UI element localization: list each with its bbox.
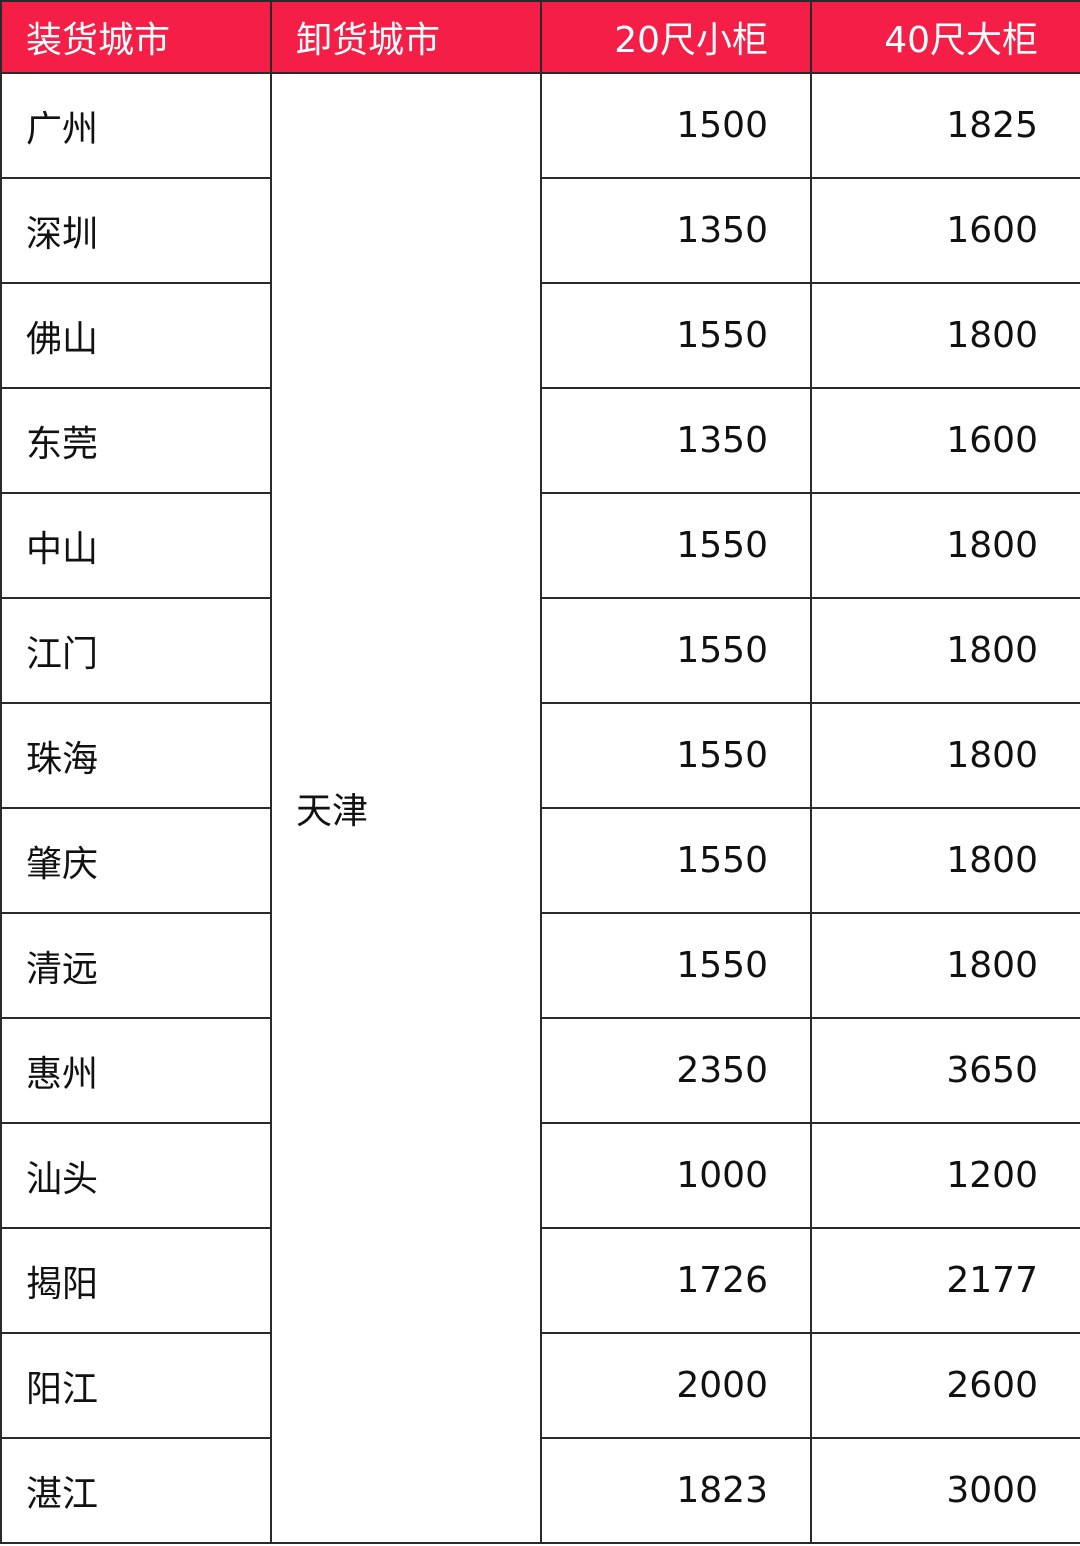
price-40ft-cell: 1800 xyxy=(810,492,1080,599)
table-row: 肇庆 1550 1800 xyxy=(0,807,1080,914)
price-40ft-cell: 1800 xyxy=(810,282,1080,389)
origin-city-cell: 佛山 xyxy=(0,282,272,389)
table-row: 珠海 1550 1800 xyxy=(0,702,1080,809)
price-40ft-cell: 1600 xyxy=(810,387,1080,494)
price-40ft-cell: 3000 xyxy=(810,1437,1080,1544)
price-40ft-cell: 1800 xyxy=(810,912,1080,1019)
price-20ft-cell: 1550 xyxy=(540,912,812,1019)
price-20ft-cell: 1823 xyxy=(540,1437,812,1544)
table-row: 佛山 1550 1800 xyxy=(0,282,1080,389)
origin-city-cell: 广州 xyxy=(0,72,272,179)
header-20ft-container: 20尺小柜 xyxy=(540,0,812,74)
table-row: 阳江 2000 2600 xyxy=(0,1332,1080,1439)
price-20ft-cell: 1000 xyxy=(540,1122,812,1229)
price-20ft-cell: 1350 xyxy=(540,177,812,284)
header-origin-city: 装货城市 xyxy=(0,0,272,74)
price-40ft-cell: 1200 xyxy=(810,1122,1080,1229)
origin-city-cell: 东莞 xyxy=(0,387,272,494)
origin-city-cell: 肇庆 xyxy=(0,807,272,914)
origin-city-cell: 中山 xyxy=(0,492,272,599)
price-40ft-cell: 2600 xyxy=(810,1332,1080,1439)
table-row: 惠州 2350 3650 xyxy=(0,1017,1080,1124)
origin-city-cell: 阳江 xyxy=(0,1332,272,1439)
table-row: 清远 1550 1800 xyxy=(0,912,1080,1019)
origin-city-cell: 湛江 xyxy=(0,1437,272,1544)
price-20ft-cell: 1350 xyxy=(540,387,812,494)
header-destination-city: 卸货城市 xyxy=(270,0,542,74)
table-row: 中山 1550 1800 xyxy=(0,492,1080,599)
destination-city-cell: 天津 xyxy=(270,72,542,1544)
price-40ft-cell: 1800 xyxy=(810,702,1080,809)
price-40ft-cell: 1800 xyxy=(810,597,1080,704)
price-40ft-cell: 1825 xyxy=(810,72,1080,179)
price-40ft-cell: 1800 xyxy=(810,807,1080,914)
table-row: 江门 1550 1800 xyxy=(0,597,1080,704)
origin-city-cell: 江门 xyxy=(0,597,272,704)
table-row: 深圳 1350 1600 xyxy=(0,177,1080,284)
price-20ft-cell: 1550 xyxy=(540,702,812,809)
price-40ft-cell: 1600 xyxy=(810,177,1080,284)
price-20ft-cell: 1550 xyxy=(540,597,812,704)
table-row: 东莞 1350 1600 xyxy=(0,387,1080,494)
header-40ft-container: 40尺大柜 xyxy=(810,0,1080,74)
price-20ft-cell: 1550 xyxy=(540,807,812,914)
table-row: 揭阳 1726 2177 xyxy=(0,1227,1080,1334)
origin-city-cell: 珠海 xyxy=(0,702,272,809)
origin-city-cell: 汕头 xyxy=(0,1122,272,1229)
table-row: 汕头 1000 1200 xyxy=(0,1122,1080,1229)
origin-city-cell: 清远 xyxy=(0,912,272,1019)
price-40ft-cell: 2177 xyxy=(810,1227,1080,1334)
price-20ft-cell: 2000 xyxy=(540,1332,812,1439)
price-20ft-cell: 2350 xyxy=(540,1017,812,1124)
origin-city-cell: 揭阳 xyxy=(0,1227,272,1334)
header-row: 装货城市 卸货城市 20尺小柜 40尺大柜 xyxy=(0,0,1080,74)
origin-city-cell: 深圳 xyxy=(0,177,272,284)
price-20ft-cell: 1500 xyxy=(540,72,812,179)
price-40ft-cell: 3650 xyxy=(810,1017,1080,1124)
price-20ft-cell: 1550 xyxy=(540,492,812,599)
price-20ft-cell: 1550 xyxy=(540,282,812,389)
origin-city-cell: 惠州 xyxy=(0,1017,272,1124)
price-20ft-cell: 1726 xyxy=(540,1227,812,1334)
table-row: 湛江 1823 3000 xyxy=(0,1437,1080,1544)
table-row: 广州 天津 1500 1825 xyxy=(0,72,1080,1544)
